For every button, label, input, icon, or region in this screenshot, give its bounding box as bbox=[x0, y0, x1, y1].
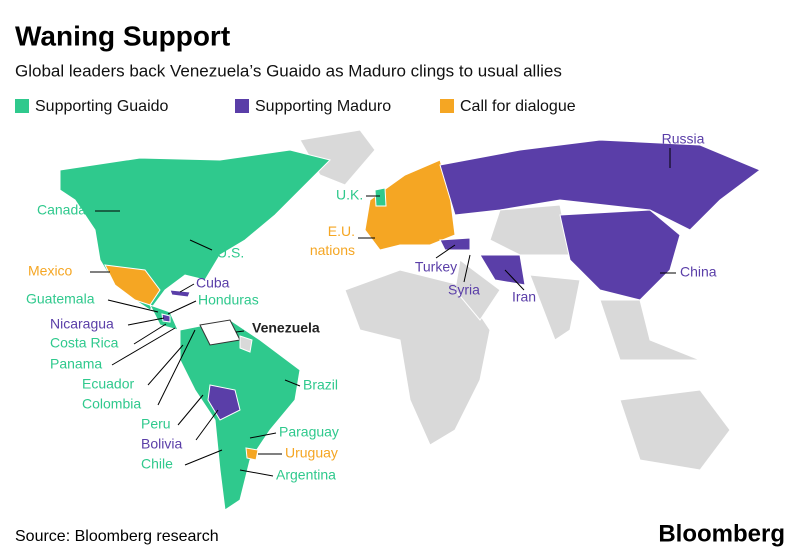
leader-line bbox=[435, 244, 456, 259]
central-asia bbox=[489, 204, 571, 256]
country-label: Panama bbox=[50, 356, 102, 372]
country-label: Peru bbox=[141, 416, 171, 432]
country-label: Nicaragua bbox=[50, 316, 114, 332]
legend-label: Call for dialogue bbox=[460, 98, 576, 115]
title: Waning Support bbox=[15, 20, 230, 51]
uruguay bbox=[245, 447, 259, 461]
country-label: Argentina bbox=[276, 467, 336, 483]
africa bbox=[344, 269, 491, 446]
russia bbox=[439, 139, 761, 231]
country-label: U.K. bbox=[336, 187, 363, 203]
country-label: Honduras bbox=[198, 292, 259, 308]
leader-line bbox=[127, 317, 165, 326]
land bbox=[59, 129, 761, 511]
china bbox=[559, 209, 681, 301]
legend-swatch bbox=[235, 99, 249, 113]
country-label: Russia bbox=[662, 131, 705, 147]
south-america bbox=[179, 319, 301, 511]
leader-line bbox=[177, 394, 204, 426]
north-america bbox=[59, 149, 331, 311]
cuba bbox=[169, 289, 191, 298]
iran bbox=[479, 254, 526, 286]
legend-label: Supporting Guaido bbox=[35, 98, 169, 115]
southeast-asia bbox=[599, 299, 701, 361]
leader-line bbox=[157, 329, 196, 406]
brand: Bloomberg bbox=[658, 520, 785, 547]
leader-line bbox=[133, 323, 167, 345]
legend-swatch bbox=[15, 99, 29, 113]
legend-swatch bbox=[440, 99, 454, 113]
arabia bbox=[454, 259, 501, 321]
europe bbox=[364, 159, 456, 251]
country-label: U.S. bbox=[217, 245, 244, 261]
leader-line bbox=[147, 344, 184, 386]
country-label: E.U. nations bbox=[310, 223, 355, 258]
leader-line bbox=[179, 283, 195, 293]
legend: Supporting Guaido Supporting Maduro Call f… bbox=[15, 98, 576, 115]
country-label: Iran bbox=[512, 289, 536, 305]
source: Source: Bloomberg research bbox=[15, 528, 219, 545]
leader-line bbox=[284, 379, 301, 387]
country-labels: Russia Canada U.K. E.U. nations U.S. Mexico Cub… bbox=[26, 131, 717, 483]
country-label: Guatemala bbox=[26, 291, 95, 307]
subtitle: Global leaders back Venezuela’s Guaido a… bbox=[15, 61, 562, 80]
leader-line bbox=[107, 299, 159, 313]
uk bbox=[374, 187, 387, 207]
leader-line bbox=[239, 469, 274, 477]
leader-line bbox=[249, 432, 277, 439]
bolivia bbox=[207, 384, 241, 421]
country-label: Brazil bbox=[303, 377, 338, 393]
country-label: Venezuela bbox=[252, 320, 320, 336]
leader-line bbox=[504, 269, 525, 291]
india bbox=[529, 274, 581, 341]
leader-line bbox=[463, 254, 471, 283]
country-label: Paraguay bbox=[279, 424, 339, 440]
turkey bbox=[439, 237, 471, 251]
leader-line bbox=[195, 409, 219, 441]
legend-label: Supporting Maduro bbox=[255, 98, 391, 115]
country-label: Bolivia bbox=[141, 436, 182, 452]
country-label: Syria bbox=[448, 282, 480, 298]
leader-line bbox=[235, 330, 245, 333]
country-label: Uruguay bbox=[285, 445, 338, 461]
leader-line bbox=[167, 300, 197, 315]
country-label: Turkey bbox=[415, 259, 457, 275]
country-label: Mexico bbox=[28, 263, 73, 279]
country-label: Canada bbox=[37, 202, 86, 218]
country-label: Colombia bbox=[82, 396, 141, 412]
country-label: Ecuador bbox=[82, 376, 134, 392]
leader-line bbox=[111, 327, 176, 366]
leader-line bbox=[189, 239, 213, 251]
country-label: China bbox=[680, 264, 717, 280]
australia bbox=[619, 389, 731, 471]
country-label: Cuba bbox=[196, 275, 230, 291]
country-label: Costa Rica bbox=[50, 335, 119, 351]
leader-line bbox=[184, 449, 223, 466]
guyana bbox=[239, 335, 253, 353]
country-label: Chile bbox=[141, 456, 173, 472]
